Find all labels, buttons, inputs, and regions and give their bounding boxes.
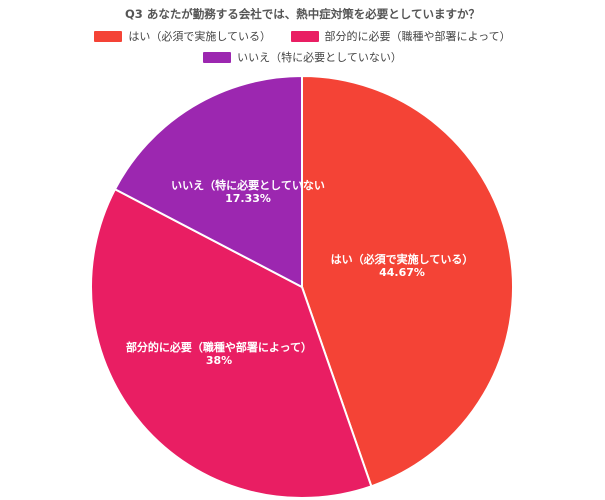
slice-label-partial: 部分的に必要（職種や部署によって） xyxy=(126,340,312,354)
pie-slice-partial[interactable] xyxy=(90,187,373,499)
legend-item-yes[interactable]: はい（必須で実施している） xyxy=(94,28,271,44)
legend-row-2: いいえ（特に必要としていない） xyxy=(0,49,605,66)
legend-label-no: いいえ（特に必要としていない） xyxy=(237,51,402,64)
legend-swatch-no xyxy=(203,51,232,63)
legend-swatch-partial xyxy=(290,30,319,42)
legend-swatch-yes xyxy=(94,30,123,42)
pie-labels: はい（必須で実施している）44.67% 部分的に必要（職種や部署によって）38% い… xyxy=(126,178,473,367)
legend-item-no[interactable]: いいえ（特に必要としていない） xyxy=(203,49,402,65)
legend-item-partial[interactable]: 部分的に必要（職種や部署によって） xyxy=(290,28,511,44)
pie-slice-no[interactable] xyxy=(113,74,303,289)
slice-value-yes: 44.67% xyxy=(379,266,425,279)
legend-label-yes: はい（必須で実施している） xyxy=(128,30,272,43)
slice-label-yes: はい（必須で実施している） xyxy=(331,252,474,266)
slice-value-no: 17.33% xyxy=(225,192,271,205)
slice-label-no: いいえ（特に必要としていない xyxy=(171,178,325,192)
legend: はい（必須で実施している） 部分的に必要（職種や部署によって） xyxy=(0,28,605,45)
chart-title: Q3 あなたが勤務する会社では、熱中症対策を必要としていますか？ xyxy=(125,7,480,21)
pie-slice-yes[interactable] xyxy=(301,74,514,488)
slice-value-partial: 38% xyxy=(206,354,232,367)
pie-slices xyxy=(90,74,514,499)
legend-label-partial: 部分的に必要（職種や部署によって） xyxy=(324,30,511,43)
